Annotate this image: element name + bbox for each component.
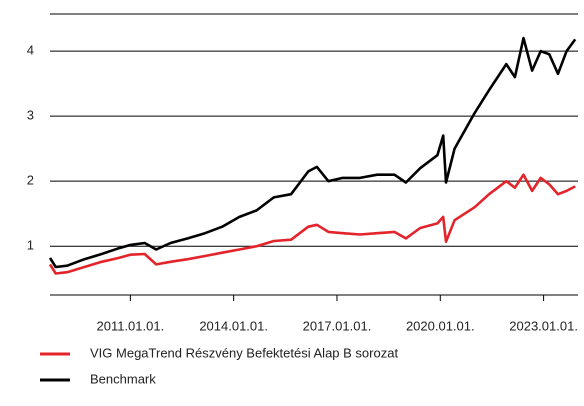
- y-tick-label: 1: [27, 238, 34, 253]
- series-line: [48, 36, 577, 269]
- x-tick-label: 2023.01.01.: [509, 318, 578, 333]
- x-tick-label: 2020.01.01.: [406, 318, 475, 333]
- y-tick-label: 4: [27, 43, 34, 58]
- x-tick-label: 2014.01.01.: [199, 318, 268, 333]
- x-tick-label: 2011.01.01.: [96, 318, 164, 333]
- series-line: [48, 173, 576, 275]
- x-tick-label: 2017.01.01.: [303, 318, 372, 333]
- legend-label: Benchmark: [90, 371, 156, 386]
- y-tick-label: 3: [27, 108, 34, 123]
- legend-label: VIG MegaTrend Részvény Befektetési Alap …: [90, 345, 398, 360]
- y-tick-label: 2: [27, 173, 34, 188]
